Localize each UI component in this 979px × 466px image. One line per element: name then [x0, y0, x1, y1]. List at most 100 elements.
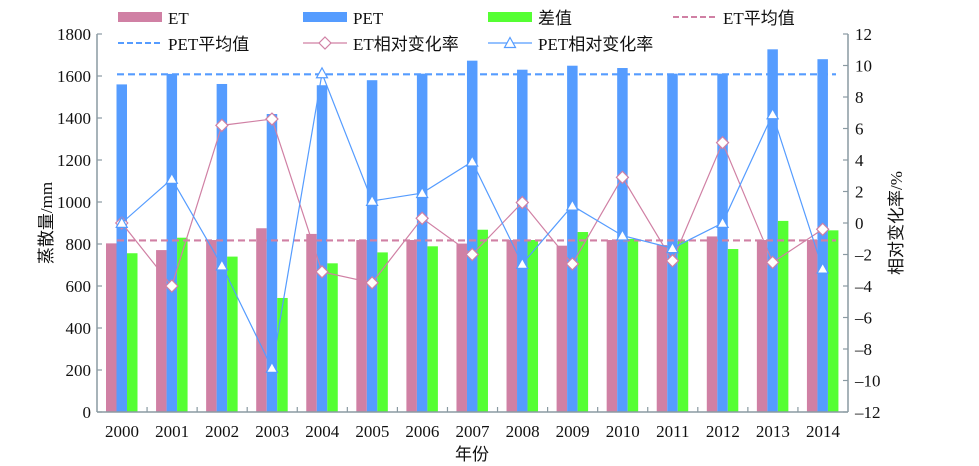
legend-label: PET相对变化率: [538, 35, 653, 54]
y-tick-label: 800: [66, 235, 92, 254]
y2-tick-label: –12: [854, 403, 881, 422]
bar-ET-2000: [106, 243, 117, 412]
marker-PET相对变化率-2005: [365, 194, 379, 206]
marker-ET相对变化率-2006: [415, 211, 429, 226]
legend-label: ET相对变化率: [353, 35, 459, 54]
legend-item-ET相对变化率: ET相对变化率: [303, 35, 459, 54]
bar-PET-2003: [266, 114, 278, 412]
marker-PET相对变化率-2010: [615, 228, 629, 241]
marker-ET相对变化率-2004: [315, 264, 329, 279]
bar-ET-2006: [406, 240, 417, 412]
bar-差值-2010: [627, 238, 639, 412]
marker-PET相对变化率-2009: [565, 198, 579, 211]
x-axis-title: 年份: [455, 445, 489, 464]
marker-ET相对变化率-2011: [665, 253, 680, 268]
bars-layer: [106, 49, 839, 413]
y2-tick-label: 0: [855, 214, 864, 233]
marker-PET相对变化率-2003: [265, 361, 279, 373]
x-tick-label: 2012: [706, 422, 740, 441]
legend-swatch-PET: [303, 12, 347, 22]
bar-ET-2011: [656, 245, 668, 412]
legend-label: ET平均值: [723, 9, 795, 28]
x-tick-label: 2000: [105, 422, 139, 441]
x-tick-label: 2014: [806, 422, 841, 441]
bar-差值-2014: [827, 230, 839, 412]
marker-ET相对变化率-2012: [715, 135, 730, 150]
bar-ET-2002: [206, 240, 217, 412]
y2-tick-label: –6: [854, 309, 872, 328]
bar-差值-2012: [727, 249, 739, 412]
legend-label: ET: [168, 9, 189, 28]
bar-PET-2004: [316, 85, 328, 413]
marker-ET相对变化率-2003: [265, 112, 279, 126]
x-tick-label: 2002: [205, 422, 239, 441]
marker-PET相对变化率-2013: [766, 107, 780, 120]
y2-tick-label: –8: [854, 340, 872, 359]
marker-PET相对变化率-2006: [415, 186, 429, 199]
bar-差值-2008: [527, 240, 539, 412]
bar-差值-2013: [777, 220, 789, 412]
y-tick-label: 0: [83, 403, 92, 422]
bar-PET-2001: [166, 73, 178, 413]
legend-item-差值: 差值: [488, 9, 572, 28]
x-tick-label: 2007: [456, 422, 491, 441]
bar-PET-2008: [517, 69, 528, 412]
y2-tick-label: –2: [854, 246, 872, 265]
y-tick-label: 400: [66, 319, 92, 338]
axes-layer: 0 200 400 600 800 1000 1200 1400 1600 1800 –12 –10 –…: [57, 25, 881, 441]
y2-tick-label: –10: [854, 372, 881, 391]
marker-ET相对变化率-2010: [615, 170, 630, 185]
bar-PET-2005: [366, 80, 378, 412]
marker-PET相对变化率-2012: [716, 216, 730, 228]
legend-swatch-差值: [488, 12, 532, 22]
bar-差值-2005: [377, 252, 388, 412]
bar-ET-2013: [756, 240, 768, 412]
marker-PET相对变化率-2011: [665, 241, 680, 254]
x-tick-label: 2001: [155, 422, 189, 441]
marker-ET相对变化率-2002: [215, 118, 229, 133]
bar-ET-2004: [306, 233, 317, 412]
legend-item-ET: ET: [118, 9, 189, 28]
bar-差值-2001: [177, 237, 188, 412]
bar-差值-2000: [127, 253, 138, 412]
bar-PET-2000: [116, 84, 127, 413]
marker-ET相对变化率-2013: [765, 255, 780, 270]
legend-swatch-ET: [118, 12, 162, 22]
marker-PET相对变化率-2000: [115, 216, 129, 228]
legend-item-PET: PET: [303, 9, 384, 28]
x-tick-label: 2003: [255, 422, 289, 441]
bar-ET-2003: [256, 228, 267, 412]
legend-label: PET平均值: [168, 35, 249, 54]
bar-ET-2001: [156, 250, 167, 412]
y-axis-title: 蒸散量/mm: [37, 182, 56, 264]
x-tick-label: 2006: [405, 422, 439, 441]
marker-ET相对变化率-2008: [515, 195, 530, 210]
y2-tick-label: 6: [855, 120, 864, 139]
legend-item-PET相对变化率: PET相对变化率: [488, 35, 653, 54]
bar-PET-2013: [767, 49, 778, 412]
bar-PET-2007: [466, 60, 478, 413]
bar-差值-2002: [227, 256, 238, 412]
bar-差值-2009: [577, 232, 589, 412]
y-tick-label: 1400: [57, 109, 91, 128]
bar-ET-2005: [356, 240, 367, 412]
x-tick-label: 2010: [606, 422, 640, 441]
y2-tick-label: 10: [855, 57, 872, 76]
bar-ET-2008: [506, 240, 518, 412]
bar-差值-2006: [427, 246, 438, 412]
mean-lines-layer: [117, 73, 836, 242]
y-tick-label: 1800: [57, 25, 91, 44]
bar-PET-2006: [416, 73, 428, 412]
legend-diamond-icon: [318, 36, 332, 50]
y2-tick-label: 8: [855, 88, 864, 107]
y2-tick-label: 12: [855, 25, 872, 44]
y2-tick-label: 2: [855, 183, 864, 202]
legend-item-ET平均值: ET平均值: [673, 9, 795, 28]
y-tick-label: 1600: [57, 67, 91, 86]
marker-PET相对变化率-2002: [215, 258, 229, 271]
y-tick-label: 1000: [57, 193, 91, 212]
legend-item-PET平均值: PET平均值: [118, 35, 249, 54]
marker-PET相对变化率-2008: [515, 257, 529, 269]
marker-PET相对变化率-2004: [315, 66, 329, 79]
